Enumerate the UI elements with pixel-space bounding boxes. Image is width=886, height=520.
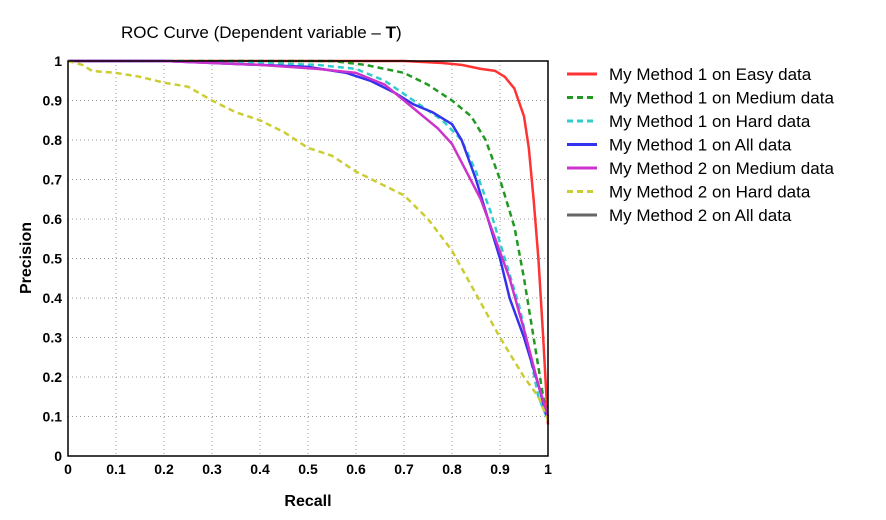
y-tick-label: 0.5	[43, 251, 63, 267]
y-tick-label: 0.8	[43, 132, 63, 148]
x-tick-label: 0.6	[346, 461, 366, 477]
grid	[68, 61, 548, 456]
legend-label-0: My Method 1 on Easy data	[609, 65, 812, 84]
chart-title-suffix: )	[396, 23, 402, 42]
legend-label-4: My Method 2 on Medium data	[609, 159, 834, 178]
legend-label-3: My Method 1 on All data	[609, 136, 792, 155]
y-tick-labels: 0 0.1 0.2 0.3 0.4 0.5 0.6 0.7 0.8 0.9 1	[43, 53, 63, 464]
legend-label-2: My Method 1 on Hard data	[609, 112, 811, 131]
series-lines	[67, 59, 550, 425]
legend-label-5: My Method 2 on Hard data	[609, 183, 811, 202]
series-line-3	[68, 59, 550, 421]
x-tick-label: 1	[544, 461, 552, 477]
x-tick-label: 0	[64, 461, 72, 477]
x-axis-label: Recall	[284, 493, 331, 510]
y-tick-label: 0.4	[43, 290, 63, 306]
y-tick-label: 0.9	[43, 93, 63, 109]
chart-title-prefix: ROC Curve (Dependent variable –	[121, 23, 386, 42]
x-tick-labels: 0 0.1 0.2 0.3 0.4 0.5 0.6 0.7 0.8 0.9 1	[64, 461, 552, 477]
y-tick-label: 0.2	[43, 369, 63, 385]
y-tick-label: 0.3	[43, 330, 63, 346]
y-tick-label: 0.7	[43, 172, 63, 188]
series-line-5	[67, 59, 550, 421]
series-line-4	[68, 59, 550, 417]
x-tick-label: 0.1	[106, 461, 126, 477]
x-tick-label: 0.8	[442, 461, 462, 477]
series-line-2	[68, 59, 550, 421]
y-tick-label: 0	[54, 448, 62, 464]
legend-label-1: My Method 1 on Medium data	[609, 89, 834, 108]
plot-frame	[67, 60, 549, 457]
y-tick-label: 0.1	[43, 409, 63, 425]
y-tick-label: 1	[54, 53, 62, 69]
legend-label-6: My Method 2 on All data	[609, 206, 792, 225]
y-tick-label: 0.6	[43, 211, 63, 227]
x-tick-label: 0.9	[490, 461, 510, 477]
x-tick-label: 0.4	[250, 461, 270, 477]
x-tick-label: 0.2	[154, 461, 174, 477]
legend: My Method 1 on Easy data My Method 1 on M…	[567, 65, 834, 225]
x-tick-label: 0.5	[298, 461, 318, 477]
series-line-1	[68, 59, 550, 417]
y-axis-label: Precision	[18, 222, 35, 294]
x-tick-label: 0.7	[394, 461, 414, 477]
chart-title-bold: T	[386, 23, 397, 42]
chart-title: ROC Curve (Dependent variable – T)	[121, 23, 402, 42]
x-tick-label: 0.3	[202, 461, 222, 477]
